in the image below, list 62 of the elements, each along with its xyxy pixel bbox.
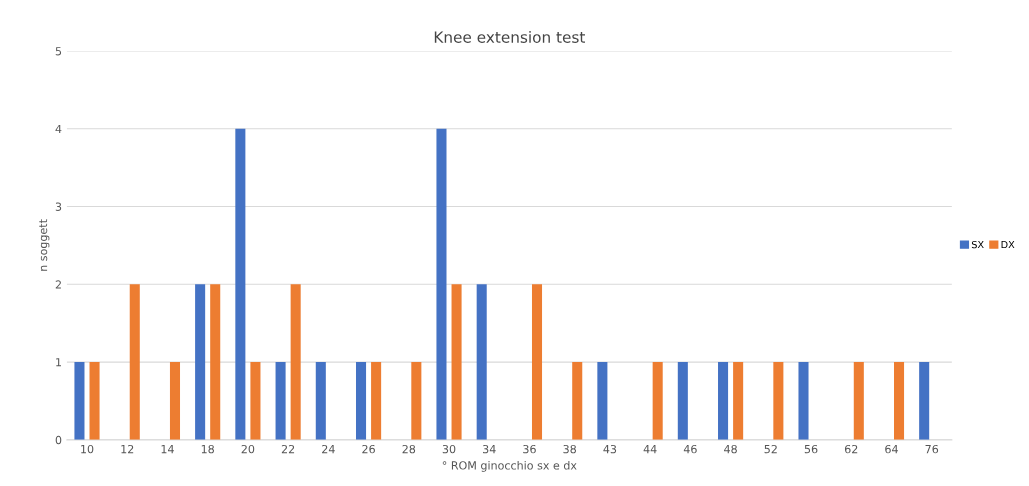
chart-title: Knee extension test [434,31,586,43]
x-tick-label: 43 [603,444,617,454]
bar [436,128,447,440]
bar [371,362,382,440]
bar [773,362,784,440]
bar [677,362,688,440]
bar [74,362,85,440]
bar [275,362,286,440]
x-tick-label: 36 [523,444,536,454]
x-tick-label: 62 [844,444,858,454]
x-tick-label: 10 [81,444,94,454]
bar [250,362,261,440]
bar [210,284,221,440]
bar [235,128,246,440]
x-tick-label: 34 [483,444,496,454]
y-axis-title: n soggett [39,219,50,271]
y-tick-label: 1 [56,358,61,367]
x-tick-label: 64 [885,444,898,454]
x-tick-label: 26 [362,444,375,454]
x-tick-label: 20 [241,444,255,454]
bar [531,284,543,440]
bar [572,362,583,440]
bar [853,362,864,440]
y-tick-label: 2 [55,280,61,289]
bar [451,284,462,440]
y-tick-label: 0 [55,435,62,445]
bar [89,362,100,440]
bar [597,362,608,440]
x-tick-label: 12 [121,444,134,454]
x-tick-label: 48 [724,444,737,454]
x-tick-label: 28 [402,444,416,454]
bar [129,284,140,440]
bar [718,362,729,440]
x-tick-label: 76 [925,444,939,454]
bar [356,362,367,440]
bar [652,362,663,440]
x-tick-label: 14 [161,445,174,454]
bar [195,284,206,440]
bar [315,362,326,440]
y-tick-label: 5 [55,47,62,56]
bar [411,362,422,440]
legend-label: DX [1001,241,1015,249]
x-tick-label: 56 [804,444,818,454]
bar [290,284,301,440]
x-tick-label: 52 [764,444,777,454]
x-tick-label: 18 [201,444,214,454]
x-tick-label: 24 [322,444,335,454]
bar [476,284,487,440]
x-tick-label: 38 [563,444,576,454]
bar [798,362,809,440]
legend-label: SX [971,240,984,249]
y-tick-label: 4 [55,124,62,134]
x-tick-label: 44 [643,445,657,454]
x-tick-label: 30 [442,444,456,454]
bar [169,362,181,440]
bar [733,362,744,440]
x-axis-title: ° ROM ginocchio sx e dx [442,461,577,472]
x-tick-label: 22 [281,444,295,454]
y-tick-label: 3 [55,202,62,211]
bar [894,362,905,440]
x-tick-label: 46 [683,444,697,454]
bar [919,362,930,440]
